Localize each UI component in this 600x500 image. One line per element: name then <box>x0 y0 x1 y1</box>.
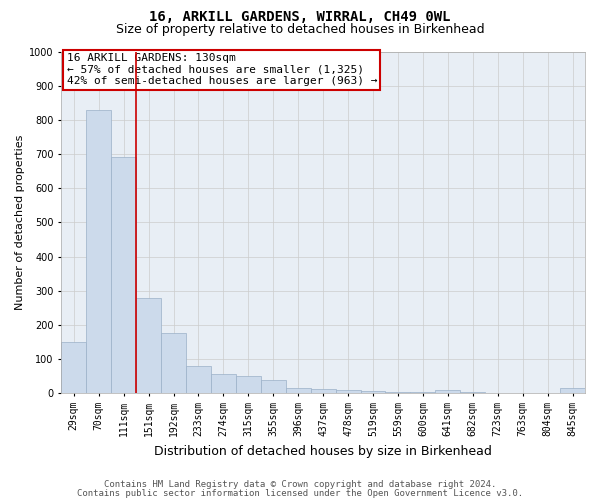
Bar <box>136 298 161 394</box>
Bar <box>61 342 86 394</box>
Bar <box>111 158 136 394</box>
Bar <box>436 390 460 394</box>
X-axis label: Distribution of detached houses by size in Birkenhead: Distribution of detached houses by size … <box>154 444 492 458</box>
Bar <box>161 334 186 394</box>
Bar <box>410 392 436 394</box>
Bar <box>335 390 361 394</box>
Bar <box>286 388 311 394</box>
Bar <box>186 366 211 394</box>
Text: 16 ARKILL GARDENS: 130sqm
← 57% of detached houses are smaller (1,325)
42% of se: 16 ARKILL GARDENS: 130sqm ← 57% of detac… <box>67 53 377 86</box>
Text: Size of property relative to detached houses in Birkenhead: Size of property relative to detached ho… <box>116 22 484 36</box>
Text: Contains public sector information licensed under the Open Government Licence v3: Contains public sector information licen… <box>77 488 523 498</box>
Bar <box>361 390 385 394</box>
Bar <box>460 392 485 394</box>
Text: 16, ARKILL GARDENS, WIRRAL, CH49 0WL: 16, ARKILL GARDENS, WIRRAL, CH49 0WL <box>149 10 451 24</box>
Bar <box>385 392 410 394</box>
Y-axis label: Number of detached properties: Number of detached properties <box>15 134 25 310</box>
Bar <box>211 374 236 394</box>
Bar <box>86 110 111 394</box>
Bar <box>236 376 261 394</box>
Bar <box>261 380 286 394</box>
Text: Contains HM Land Registry data © Crown copyright and database right 2024.: Contains HM Land Registry data © Crown c… <box>104 480 496 489</box>
Bar <box>311 389 335 394</box>
Bar <box>560 388 585 394</box>
